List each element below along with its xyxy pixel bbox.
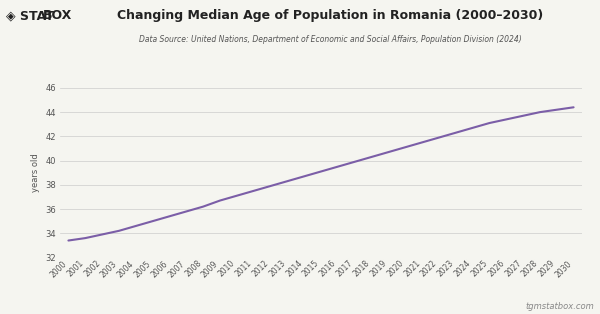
Text: ◈ STAT: ◈ STAT (6, 9, 54, 22)
Text: tgmstatbox.com: tgmstatbox.com (525, 302, 594, 311)
Text: Changing Median Age of Population in Romania (2000–2030): Changing Median Age of Population in Rom… (117, 9, 543, 22)
Y-axis label: years old: years old (31, 153, 40, 192)
Text: Data Source: United Nations, Department of Economic and Social Affairs, Populati: Data Source: United Nations, Department … (139, 35, 521, 44)
Text: BOX: BOX (43, 9, 73, 22)
